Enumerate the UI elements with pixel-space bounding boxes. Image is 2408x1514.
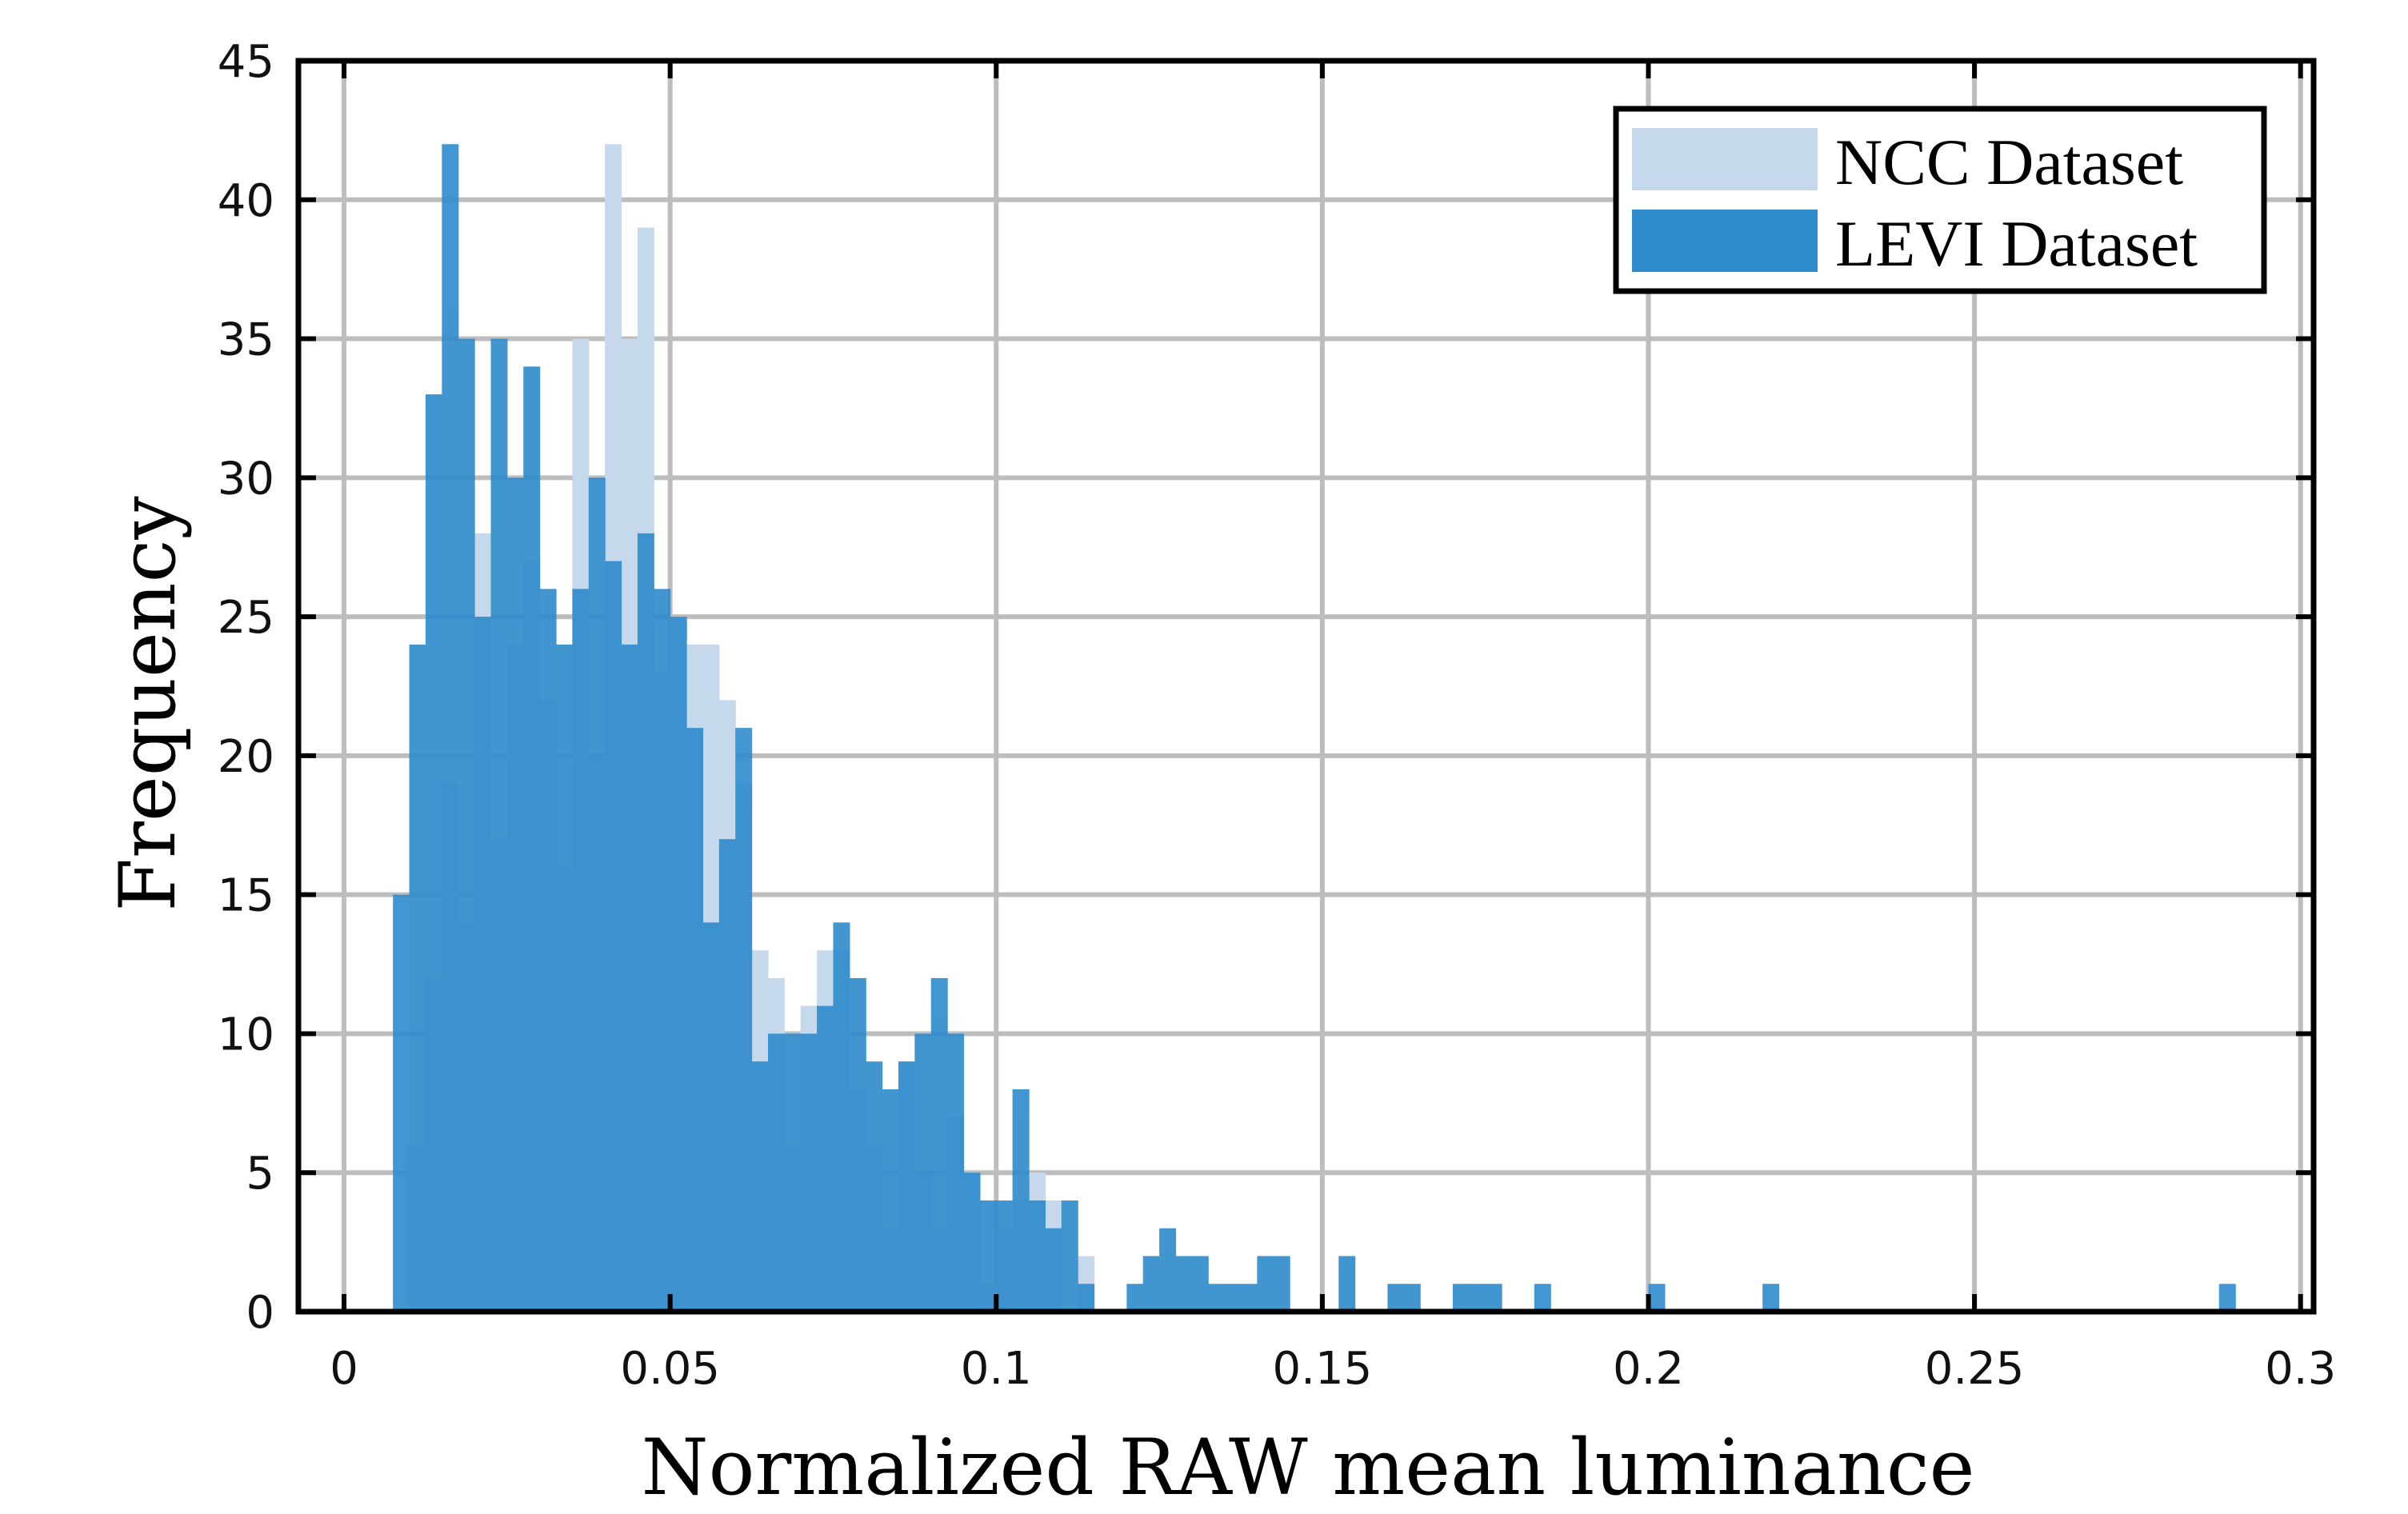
bar-1-63 — [1762, 1284, 1780, 1312]
bar-1-14 — [621, 644, 638, 1312]
bar-1-10 — [556, 644, 573, 1312]
bar-1-22 — [751, 1061, 769, 1312]
bar-1-5 — [474, 617, 492, 1312]
bar-1-64 — [2218, 1284, 2236, 1312]
bar-1-6 — [490, 338, 508, 1312]
y-tick-label-6: 30 — [218, 453, 274, 505]
bar-1-39 — [1029, 1200, 1046, 1312]
y-tick-label-9: 45 — [218, 36, 274, 88]
y-tick-label-7: 35 — [218, 314, 274, 366]
x-tick-label-5: 0.25 — [1925, 1343, 2025, 1395]
bar-1-57 — [1403, 1284, 1421, 1312]
bar-1-50 — [1208, 1284, 1226, 1312]
bar-1-45 — [1126, 1284, 1144, 1312]
plot-frame — [295, 58, 2317, 1315]
y-tick-label-3: 15 — [218, 870, 274, 922]
y-tick-label-0: 0 — [246, 1287, 274, 1339]
x-tick-label-0: 0 — [330, 1343, 358, 1395]
bar-1-29 — [866, 1061, 883, 1312]
legend: NCC Dataset LEVI Dataset — [1613, 106, 2267, 294]
legend-swatch-levi — [1632, 210, 1818, 272]
y-axis-title: Frequency — [103, 496, 193, 911]
bar-1-2 — [425, 394, 442, 1312]
bar-1-37 — [996, 1200, 1014, 1312]
legend-label-levi: LEVI Dataset — [1835, 207, 2198, 280]
x-tick-label-3: 0.15 — [1273, 1343, 1373, 1395]
bar-1-15 — [637, 533, 654, 1312]
bar-1-33 — [930, 977, 948, 1312]
bar-1-61 — [1534, 1284, 1551, 1312]
series-1 — [393, 144, 2236, 1312]
bar-1-17 — [670, 617, 687, 1312]
bar-1-27 — [833, 922, 850, 1312]
bar-1-35 — [963, 1172, 981, 1312]
bar-1-28 — [849, 977, 866, 1312]
x-tick-label-4: 0.2 — [1613, 1343, 1684, 1395]
bar-1-8 — [523, 366, 541, 1312]
bar-1-54 — [1273, 1256, 1290, 1312]
bar-1-55 — [1338, 1256, 1356, 1312]
bar-1-3 — [442, 144, 459, 1312]
bar-1-38 — [1012, 1089, 1030, 1312]
bar-1-16 — [654, 589, 671, 1312]
bar-1-58 — [1452, 1284, 1470, 1312]
bar-1-19 — [702, 922, 720, 1312]
bar-1-47 — [1159, 1228, 1177, 1312]
bar-1-20 — [718, 839, 736, 1312]
bar-1-26 — [817, 1005, 834, 1312]
bar-1-23 — [767, 1033, 785, 1312]
bar-1-32 — [914, 1033, 932, 1312]
x-tick-label-2: 0.1 — [961, 1343, 1032, 1395]
bar-1-30 — [882, 1089, 899, 1312]
bar-1-24 — [784, 1033, 802, 1312]
x-axis-title: Normalized RAW mean luminance — [642, 1423, 1975, 1512]
bar-1-56 — [1387, 1284, 1405, 1312]
bar-1-7 — [506, 477, 524, 1312]
bar-1-51 — [1224, 1284, 1242, 1312]
bar-1-12 — [588, 477, 606, 1312]
bar-1-42 — [1078, 1284, 1095, 1312]
bar-1-21 — [735, 728, 753, 1312]
bar-1-46 — [1142, 1256, 1160, 1312]
x-tick-label-1: 0.05 — [620, 1343, 720, 1395]
bar-1-40 — [1045, 1228, 1062, 1312]
bar-1-48 — [1175, 1256, 1193, 1312]
legend-swatch-ncc — [1632, 128, 1818, 190]
bar-1-60 — [1485, 1284, 1502, 1312]
y-tick-label-1: 5 — [246, 1148, 274, 1200]
legend-label-ncc: NCC Dataset — [1835, 126, 2183, 198]
y-tick-label-5: 25 — [218, 592, 274, 644]
bar-1-36 — [979, 1200, 997, 1312]
bar-1-11 — [572, 589, 590, 1312]
bar-1-59 — [1469, 1284, 1486, 1312]
bars — [393, 144, 2236, 1312]
bar-1-4 — [458, 338, 475, 1312]
bar-1-0 — [393, 894, 410, 1312]
plot-border — [295, 58, 2317, 1315]
y-tick-label-4: 20 — [218, 731, 274, 783]
bar-1-49 — [1191, 1256, 1209, 1312]
bar-1-9 — [539, 589, 557, 1312]
bar-1-52 — [1240, 1284, 1258, 1312]
y-tick-label-8: 40 — [218, 175, 274, 227]
bar-1-34 — [947, 1033, 965, 1312]
bar-1-1 — [409, 644, 426, 1312]
bar-1-13 — [605, 561, 622, 1312]
bar-1-53 — [1257, 1256, 1274, 1312]
bar-1-18 — [686, 728, 704, 1312]
bar-1-25 — [800, 1033, 818, 1312]
bar-1-41 — [1061, 1200, 1078, 1312]
x-tick-label-6: 0.3 — [2265, 1343, 2336, 1395]
y-tick-label-2: 10 — [218, 1009, 274, 1061]
bar-1-62 — [1648, 1284, 1666, 1312]
bar-1-31 — [898, 1061, 915, 1312]
tick-labels: 0 0.05 0.1 0.15 0.2 0.25 0.3 0 5 10 15 20 25 30 35 40 45 — [218, 36, 2336, 1395]
